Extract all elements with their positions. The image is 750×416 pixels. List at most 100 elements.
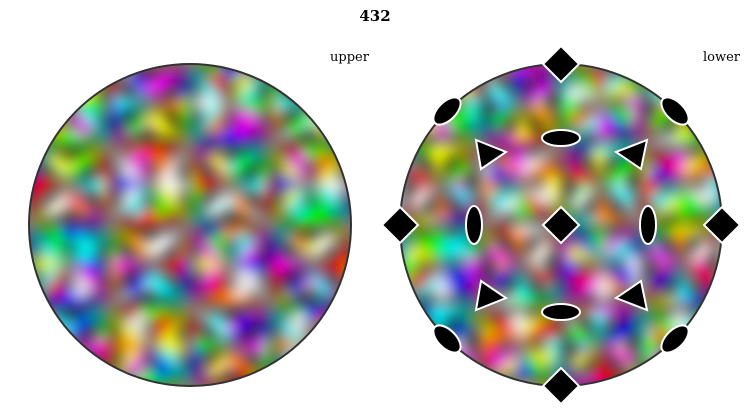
pattern-sector <box>431 43 481 64</box>
pattern-sector <box>230 95 266 116</box>
pattern-sector <box>601 265 638 290</box>
pattern-sector <box>59 64 110 83</box>
pattern-sector <box>566 184 602 214</box>
pattern-sector <box>594 265 615 301</box>
pattern-sector <box>283 104 311 140</box>
pattern-sector <box>34 173 70 194</box>
pattern-sector <box>0 145 29 191</box>
pattern-sector <box>0 17 29 64</box>
pattern-sector <box>484 80 521 105</box>
pattern-sector <box>69 310 97 346</box>
pattern-sector <box>520 156 556 185</box>
pattern-sector <box>124 68 150 105</box>
pattern-sector <box>195 253 231 275</box>
pattern-sector <box>668 229 689 266</box>
pattern-sector <box>672 384 722 386</box>
pattern-sector <box>149 345 175 382</box>
pattern-sector <box>285 229 311 266</box>
pattern-sector <box>351 306 397 343</box>
pattern-sector <box>722 306 750 327</box>
pattern-sector <box>203 184 231 220</box>
pattern-sector <box>0 64 29 99</box>
pattern-sector <box>722 145 750 192</box>
pattern-sector <box>513 265 535 301</box>
twofold-axis-symbol-rim-bottom-left <box>432 324 462 354</box>
pattern-sector <box>348 305 351 356</box>
pattern-sector <box>645 241 682 266</box>
pattern-sector <box>8 225 29 275</box>
pattern-sector <box>675 349 722 386</box>
pattern-sector <box>124 229 150 266</box>
pattern-sector <box>59 222 110 244</box>
pattern-sector <box>275 334 311 355</box>
pattern-sector <box>205 68 231 105</box>
pattern-sector <box>642 386 677 416</box>
threefold-axis-symbol-top-right <box>613 138 649 171</box>
pattern-sector <box>330 386 351 416</box>
pattern-sector <box>29 29 76 64</box>
fourfold-axis-symbol-bottom <box>541 366 581 406</box>
pattern-sector <box>426 149 448 185</box>
pattern-sector <box>69 256 105 277</box>
pattern-sector <box>0 269 29 306</box>
pattern-sector <box>301 43 351 64</box>
pattern-sector <box>484 160 521 185</box>
pattern-sector <box>434 268 481 306</box>
pattern-sector <box>681 236 717 266</box>
pattern-sector <box>601 156 636 185</box>
pattern-sector <box>594 225 642 260</box>
pattern-sector <box>310 265 336 301</box>
pattern-sector <box>601 317 636 346</box>
pattern-sector <box>351 64 401 85</box>
pattern-sector <box>674 345 696 382</box>
pattern-sector <box>315 339 351 386</box>
pattern-sector <box>220 383 271 386</box>
pattern-sector <box>354 27 400 64</box>
pattern-sector <box>440 184 477 209</box>
pattern-sector <box>230 345 256 382</box>
pattern-sector <box>404 160 441 185</box>
pattern-sector <box>310 69 338 105</box>
pattern-sector <box>461 94 483 145</box>
pattern-sector <box>440 236 475 266</box>
pattern-sector <box>363 386 400 416</box>
pattern-sector <box>520 345 557 370</box>
twofold-axis-symbol-rim-top-left <box>432 96 462 126</box>
pattern-sector <box>486 184 521 214</box>
pattern-sector <box>601 75 636 105</box>
pattern-sector <box>149 230 177 266</box>
pattern-sector <box>190 259 227 306</box>
pattern-sector <box>561 64 608 101</box>
pattern-sector <box>594 345 615 382</box>
pattern-sector <box>0 43 29 64</box>
pattern-sector <box>140 43 190 64</box>
pattern-sector <box>29 64 65 111</box>
pattern-sector <box>668 149 689 185</box>
pattern-sector <box>114 92 150 114</box>
pattern-sector <box>513 184 535 221</box>
pattern-sector <box>351 126 401 147</box>
pattern-sector <box>310 345 336 382</box>
pattern-sector <box>316 17 351 64</box>
pattern-sector <box>400 386 446 416</box>
pattern-sector <box>91 14 112 64</box>
pattern-sector <box>676 27 722 64</box>
pattern-sector <box>69 230 97 266</box>
pattern-sector <box>722 340 750 386</box>
pattern-sector <box>365 259 400 306</box>
pattern-sector <box>149 69 177 105</box>
pattern-sector <box>310 175 346 197</box>
pattern-sector <box>622 94 644 145</box>
pattern-sector <box>149 184 175 221</box>
pattern-sector <box>310 184 336 221</box>
pattern-sector <box>642 29 689 64</box>
pattern-sector <box>310 230 338 266</box>
pattern-sector <box>29 386 64 416</box>
pattern-sector <box>446 17 481 64</box>
pattern-sector <box>270 367 321 386</box>
pattern-sector <box>430 364 481 386</box>
pattern-sector <box>114 173 150 194</box>
pattern-sector <box>351 64 386 111</box>
pattern-sector <box>205 229 231 266</box>
pattern-sector <box>379 306 400 356</box>
